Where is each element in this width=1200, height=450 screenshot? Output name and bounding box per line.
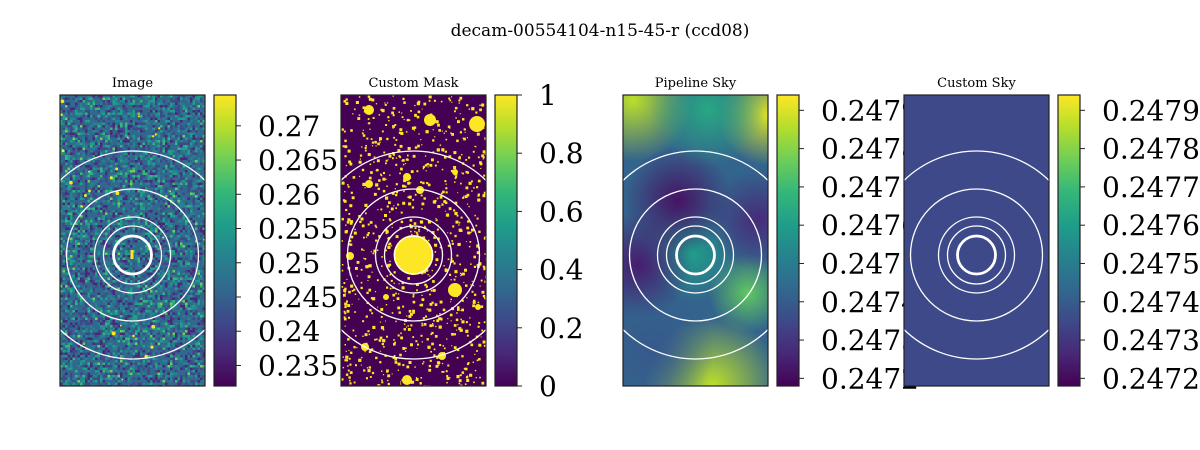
panel-image: Image 0.270.2650.260.2550.250.2450.240.23… [59,76,338,387]
aperture-circle [904,150,1049,360]
colorbar-tick-label: 0.2479 [1102,94,1200,127]
aperture-circle [393,235,434,275]
colorbar-tick-label: 0.2472 [821,362,919,395]
aperture-circle [956,234,997,276]
colorbar-tick-label: 1 [539,79,557,112]
aperture-circle [665,225,726,285]
aperture-circle [656,216,735,294]
colorbar: 0.2479 0.2478 0.2477 0.2476 0.2475 0.2474 0.24… [776,94,919,395]
panel-frame [59,94,206,387]
colorbar-gradient [214,95,236,386]
aperture-circle [341,150,486,360]
aperture-circle [937,216,1016,294]
colorbar-tick-label: 0.2475 [821,247,919,280]
figure-suptitle: decam-00554104-n15-45-r (ccd08) [451,21,750,41]
colorbar-tick-label: 0.245 [258,281,338,314]
colorbar-tick-label: 0.2474 [821,286,919,319]
aperture-circle [93,216,172,294]
colorbar: 1 0.8 0.6 0.4 0.2 0 [494,79,584,403]
colorbar-tick-label: 0.2473 [1102,324,1200,357]
panel-image [623,95,768,386]
colorbar-tick-label: 0.2 [539,312,584,345]
colorbar-tick-label: 0.2478 [821,133,919,166]
aperture-circle [60,150,205,360]
aperture-circle [628,188,763,322]
colorbar-tick-label: 0 [539,370,557,403]
colorbar-tick-label: 0.235 [258,349,338,382]
colorbar-tick-label: 0.26 [258,178,320,211]
panel-image [60,95,205,386]
colorbar-tick-label: 0.4 [539,254,584,287]
colorbar-gradient [495,95,517,386]
aperture-circle [675,234,716,276]
panel-frame [340,94,487,387]
colorbar-tick-label: 0.2477 [821,171,919,204]
aperture-circle [102,225,163,285]
colorbar-tick-label: 0.24 [258,315,320,348]
colorbar-gradient [777,95,799,386]
colorbar-tick-label: 0.2478 [1102,133,1200,166]
colorbar-tick-label: 0.27 [258,110,320,143]
colorbar-frame [213,94,237,387]
colorbar: 0.2479 0.2478 0.2477 0.2476 0.2475 0.2474 0.24… [1057,94,1200,395]
aperture-circle [383,225,444,285]
panel-title: Custom Mask [368,76,458,91]
panel-pipeline-sky: Pipeline Sky0.24790.24780.24770.24760.24… [622,76,919,395]
colorbar-frame [494,94,518,387]
panel-image [341,95,486,386]
panel-frame [622,94,769,387]
aperture-circle [623,150,768,360]
colorbar-tick-label: 0.2476 [821,209,919,242]
aperture-circle [946,225,1007,285]
colorbar-tick-label: 0.2475 [1102,247,1200,280]
aperture-circle [112,234,153,276]
panel-custom-sky: Custom Sky 0.2479 0.2478 0.2477 0.2476 0.2475… [903,76,1200,395]
colorbar-tick-label: 0.255 [258,213,338,246]
panel-custom-mask: Custom Mask 1 0.8 0.6 0.4 0.2 0 [340,76,584,403]
panel-title: Custom Sky [937,76,1016,91]
colorbar-tick-label: 0.2474 [1102,286,1200,319]
colorbar-tick-label: 0.2477 [1102,171,1200,204]
colorbar-tick-label: 0.265 [258,144,338,177]
colorbar-tick-label: 0.2473 [821,324,919,357]
panel-title: Image [112,76,154,91]
panel-image [904,95,1049,386]
colorbar-tick-label: 0.2476 [1102,209,1200,242]
aperture-circle [909,188,1044,322]
colorbar-tick-label: 0.2479 [821,94,919,127]
colorbar-gradient [1058,95,1080,386]
colorbar-tick-label: 0.6 [539,195,584,228]
colorbar-tick-label: 0.8 [539,137,584,170]
colorbar-frame [1057,94,1081,387]
panel-title: Pipeline Sky [655,76,737,91]
aperture-circle [374,216,453,294]
colorbar-frame [776,94,800,387]
aperture-circle [346,188,481,322]
colorbar-tick-label: 0.2472 [1102,362,1200,395]
aperture-circle [65,188,200,322]
panel-frame [903,94,1050,387]
colorbar-tick-label: 0.25 [258,247,320,280]
